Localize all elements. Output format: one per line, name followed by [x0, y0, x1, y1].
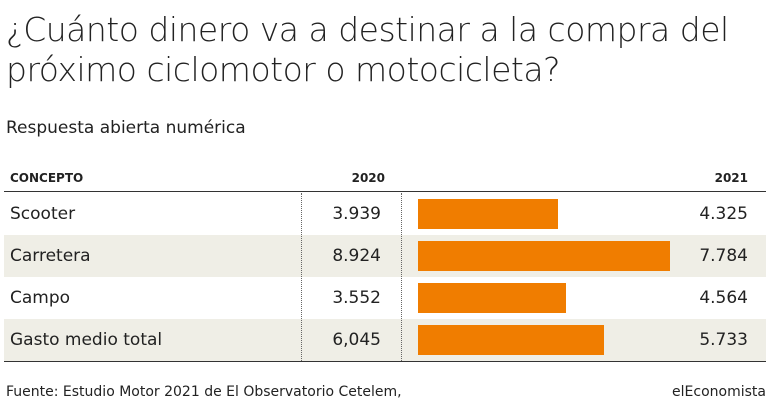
row-label: Scooter — [10, 204, 76, 224]
value-label: 3.939 — [332, 204, 381, 224]
value-label: 6,045 — [332, 330, 381, 350]
value-label: 4.325 — [699, 204, 748, 224]
source: Fuente: Estudio Motor 2021 de El Observa… — [6, 384, 402, 400]
column-header: 2021 — [714, 171, 748, 185]
bar — [418, 199, 559, 229]
value-label: 8.924 — [332, 246, 381, 266]
divider — [401, 193, 402, 361]
row-label: Gasto medio total — [10, 330, 163, 350]
bar — [418, 283, 566, 313]
bar — [418, 241, 671, 271]
table-row: Gasto medio total 6,045 5.733 — [4, 319, 766, 361]
column-header: 2020 — [351, 171, 385, 185]
divider — [301, 193, 302, 361]
column-header: CONCEPTO — [10, 171, 84, 185]
table-row: Campo 3.552 4.564 — [4, 277, 766, 319]
header-rule — [4, 191, 766, 192]
footer-rule — [4, 361, 766, 362]
bar — [418, 325, 604, 355]
title: ¿Cuánto dinero va a destinar a la compra… — [6, 10, 729, 89]
table-row: Carretera 8.924 7.784 — [4, 235, 766, 277]
value-label: 5.733 — [699, 330, 748, 350]
value-label: 7.784 — [699, 246, 748, 266]
brand: elEconomista — [672, 384, 766, 400]
row-label: Campo — [10, 288, 71, 308]
value-label: 4.564 — [699, 288, 748, 308]
table-row: Scooter 3.939 4.325 — [4, 193, 766, 235]
row-label: Carretera — [10, 246, 91, 266]
subtitle: Respuesta abierta numérica — [6, 118, 246, 138]
value-label: 3.552 — [332, 288, 381, 308]
